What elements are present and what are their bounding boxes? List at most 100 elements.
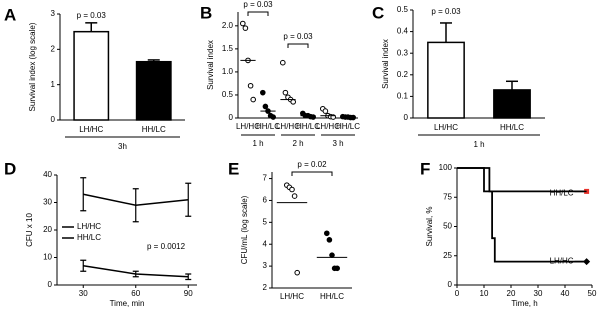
data-point — [322, 108, 329, 114]
error-bar — [185, 273, 192, 281]
y-axis-label: Survival index (log scale) — [28, 22, 37, 111]
data-point — [282, 89, 289, 96]
x-tick-label: 40 — [561, 289, 570, 298]
x-tick-label: LH/HC — [79, 125, 103, 134]
x-tick-label: 50 — [588, 289, 597, 298]
bar — [135, 60, 172, 121]
legend-label: HH/LC — [77, 233, 101, 242]
y-axis-label: CFU x 10 — [25, 213, 34, 247]
data-point — [280, 59, 286, 66]
y-tick-label: 0 — [48, 280, 53, 289]
data-point — [270, 114, 277, 120]
x-tick-label: HH/LC — [296, 122, 320, 131]
bracket — [287, 43, 309, 48]
annotation: p = 0.0012 — [147, 242, 186, 251]
y-axis-label: Survival, % — [425, 206, 434, 246]
y-axis-label: Survival index — [206, 40, 215, 90]
x-tick-label: 90 — [184, 289, 193, 298]
y-tick-label: 0.3 — [397, 48, 409, 57]
data-point — [260, 89, 266, 96]
y-tick-label: 5 — [263, 217, 268, 226]
panel-letter: B — [200, 3, 212, 22]
data-point — [247, 82, 254, 89]
x-tick-label: 20 — [507, 289, 516, 298]
legend-label: LH/HC — [550, 257, 574, 266]
x-tick-label: HH/LC — [142, 125, 166, 134]
y-tick-label: 1.0 — [222, 67, 234, 76]
legend-label: LH/HC — [77, 222, 101, 231]
x-axis-label: Time, min — [110, 299, 145, 308]
bracket — [247, 11, 269, 16]
data-point — [294, 269, 301, 276]
data-point — [290, 99, 297, 105]
error-bar — [132, 188, 139, 223]
y-tick-label: 0 — [229, 113, 234, 122]
x-tick-label: LH/HC — [434, 123, 458, 132]
data-point — [326, 237, 333, 243]
legend-label: HH/LC — [550, 189, 574, 198]
y-tick-label: 10 — [43, 253, 52, 262]
panel-letter: D — [4, 159, 16, 178]
x-tick-label: LH/HC — [276, 122, 300, 131]
y-tick-label: 2 — [263, 283, 268, 292]
annotation: p = 0.03 — [243, 0, 273, 9]
y-tick-label: 2 — [51, 44, 56, 53]
bar — [73, 30, 110, 121]
bar — [427, 41, 465, 119]
panel-letter: E — [228, 159, 239, 178]
data-point — [291, 193, 298, 199]
x-axis-label: 3h — [118, 142, 127, 151]
x-tick-label: HH/LC — [336, 122, 360, 131]
y-tick-label: 6 — [263, 196, 268, 205]
panel-letter: C — [372, 3, 384, 22]
y-tick-label: 3 — [263, 261, 268, 270]
data-point — [289, 186, 295, 193]
y-tick-label: 2.0 — [222, 21, 234, 30]
annotation: p = 0.02 — [297, 160, 327, 169]
y-tick-label: 20 — [43, 225, 52, 234]
group-label: 3 h — [332, 139, 343, 148]
data-point — [242, 25, 249, 31]
x-tick-label: LH/HC — [236, 122, 260, 131]
error-bar — [80, 177, 87, 212]
y-tick-label: 0 — [404, 113, 409, 122]
group-label: 1 h — [252, 139, 263, 148]
y-tick-label: 3 — [51, 9, 56, 18]
annotation: p = 0.03 — [77, 11, 107, 20]
data-point — [334, 265, 341, 272]
x-tick-label: 30 — [534, 289, 543, 298]
panel-letter: F — [420, 159, 430, 178]
data-point — [250, 96, 256, 103]
bar — [493, 89, 531, 119]
x-tick-label: HH/LC — [500, 123, 524, 132]
survival-curve — [457, 167, 587, 263]
y-tick-label: 40 — [43, 170, 52, 179]
annotation: p = 0.03 — [283, 32, 313, 41]
x-axis-label: 1 h — [473, 140, 484, 149]
x-axis-label: Time, h — [511, 299, 537, 308]
data-point — [324, 230, 330, 237]
y-axis-label: Survival index — [381, 39, 390, 89]
data-point — [329, 252, 335, 258]
y-tick-label: 0.2 — [397, 70, 409, 79]
y-tick-label: 0.1 — [397, 92, 409, 101]
error-bar — [80, 259, 87, 272]
bracket — [291, 171, 333, 176]
x-tick-label: 60 — [131, 289, 140, 298]
y-tick-label: 0.5 — [222, 90, 234, 99]
x-tick-label: HH/LC — [320, 292, 344, 301]
y-tick-label: 1.5 — [222, 44, 234, 53]
annotation: p = 0.03 — [431, 7, 461, 16]
y-tick-label: 30 — [43, 198, 52, 207]
y-tick-label: 4 — [263, 239, 268, 248]
group-label: 2 h — [292, 139, 303, 148]
y-tick-label: 0 — [448, 280, 453, 289]
x-tick-label: LH/HC — [316, 122, 340, 131]
y-tick-label: 7 — [263, 174, 268, 183]
y-tick-label: 0 — [51, 115, 56, 124]
y-tick-label: 0.4 — [397, 27, 409, 36]
error-bar — [185, 182, 192, 217]
x-tick-label: 0 — [455, 289, 460, 298]
y-tick-label: 75 — [443, 192, 452, 201]
